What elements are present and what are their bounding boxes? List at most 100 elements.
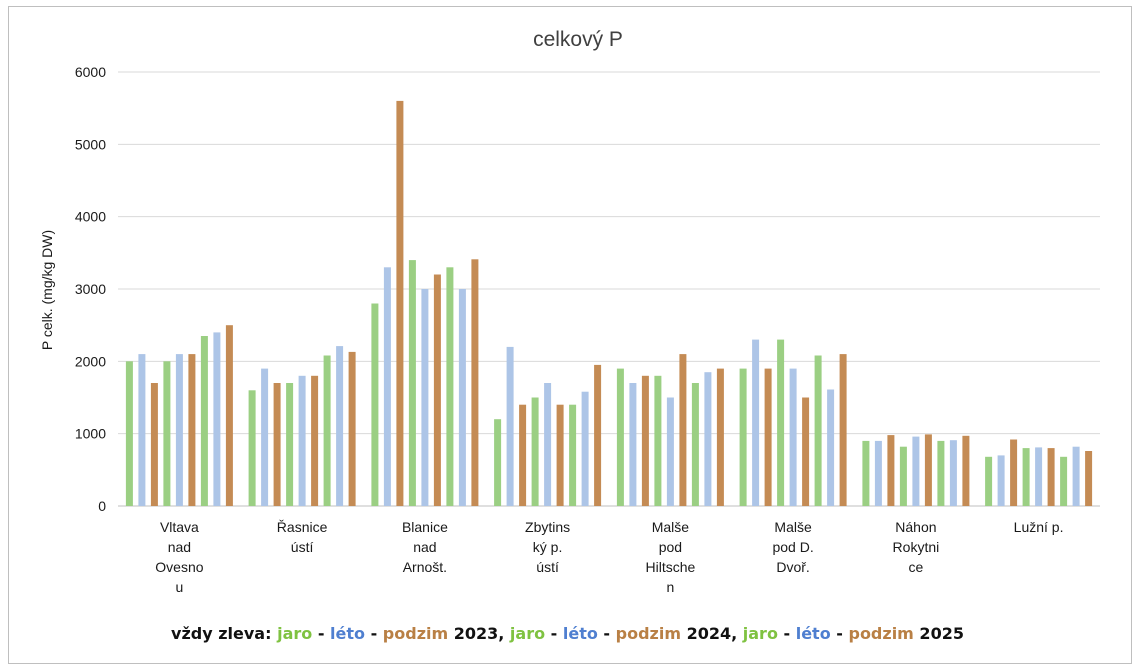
bar: [225, 325, 233, 506]
bar: [163, 361, 171, 506]
category-label: ce: [909, 559, 924, 575]
y-tick-label: 4000: [75, 209, 106, 225]
bar: [471, 259, 479, 506]
bar: [949, 440, 957, 506]
bar: [371, 303, 379, 506]
bar: [544, 383, 552, 506]
bar: [458, 289, 466, 506]
category-label: Lužní p.: [1014, 519, 1064, 535]
category-label: Hiltsche: [646, 559, 696, 575]
bar: [125, 361, 133, 506]
bar: [421, 289, 429, 506]
bar: [311, 375, 319, 506]
category-label: ústí: [536, 559, 559, 575]
bar: [581, 391, 589, 506]
footnote-segment: léto: [562, 624, 598, 643]
bar: [150, 383, 158, 506]
category-label: Řasnice: [277, 519, 328, 535]
bar: [1085, 451, 1093, 506]
bar: [138, 354, 146, 506]
bar: [691, 383, 699, 506]
category-label: Malše: [774, 519, 812, 535]
bar: [789, 368, 797, 506]
y-tick-label: 6000: [75, 64, 106, 80]
footnote-segment: -: [777, 624, 796, 643]
gridlines: [118, 71, 1100, 507]
footnote-segment: léto: [330, 624, 366, 643]
bar: [1047, 448, 1055, 506]
bar: [494, 419, 502, 506]
footnote-segment: -: [545, 624, 563, 643]
footnote-segment: 2025: [913, 624, 964, 643]
bar: [383, 267, 391, 506]
bar: [569, 404, 577, 506]
chart-title: celkový P: [533, 28, 623, 51]
bar: [531, 397, 539, 506]
bar: [506, 346, 514, 506]
bar: [997, 455, 1005, 506]
bar: [641, 375, 649, 506]
category-label: Arnošt.: [403, 559, 447, 575]
bar: [985, 456, 993, 506]
bar: [348, 351, 356, 506]
footnote-segment: -: [312, 624, 331, 643]
bar: [1072, 446, 1080, 506]
bar: [912, 436, 920, 506]
footnote-segment: podzim: [848, 624, 914, 643]
bar: [323, 355, 331, 506]
category-label: Vltava: [160, 519, 199, 535]
bar: [887, 435, 895, 506]
bar: [396, 100, 404, 507]
bar: [704, 372, 712, 506]
bar: [899, 446, 907, 506]
bar: [924, 434, 932, 506]
bar: [827, 389, 835, 506]
bar: [629, 383, 637, 506]
bar: [556, 404, 564, 506]
bar: [213, 332, 221, 506]
category-label: Dvoř.: [776, 559, 809, 575]
bar: [802, 397, 810, 506]
bar: [874, 440, 882, 506]
bar: [616, 368, 624, 506]
footnote-segment: podzim: [382, 624, 449, 643]
footnote-segment: 2024,: [681, 624, 743, 643]
bar: [519, 404, 527, 506]
bar: [446, 267, 454, 506]
y-axis-ticks: 0 1000 2000 3000 4000 5000 6000: [75, 64, 106, 514]
footnote-segment: jaro: [509, 624, 546, 643]
bar: [594, 364, 602, 506]
category-label: Rokytni: [893, 539, 940, 555]
category-label: Zbytins: [525, 519, 570, 535]
y-axis-label: P celk. (mg/kg DW): [39, 230, 55, 350]
bar: [962, 435, 970, 506]
bar: [1060, 456, 1068, 506]
bar: [654, 375, 662, 506]
bar: [1010, 439, 1018, 506]
footnote-segment: jaro: [277, 624, 313, 643]
bar: [1022, 448, 1030, 506]
bar: [739, 368, 747, 506]
bar: [716, 368, 724, 506]
bar: [666, 397, 674, 506]
footnote-segment: -: [830, 624, 849, 643]
footnote-segment: vždy zleva:: [171, 624, 278, 643]
y-tick-label: 5000: [75, 136, 106, 152]
y-tick-label: 3000: [75, 281, 106, 297]
category-label: n: [667, 579, 675, 595]
footnote-segment: -: [365, 624, 383, 643]
bar: [1035, 447, 1043, 506]
category-label: nad: [168, 539, 191, 555]
bar: [175, 354, 183, 506]
bar: [679, 354, 687, 506]
category-label: ký p.: [533, 539, 563, 555]
y-tick-label: 2000: [75, 353, 106, 369]
bar: [764, 368, 772, 506]
bar: [433, 274, 441, 506]
category-label: Náhon: [895, 519, 936, 535]
category-label: pod: [659, 539, 682, 555]
bar: [752, 339, 760, 506]
footnote-segment: léto: [795, 624, 831, 643]
bar-series: [125, 100, 1093, 507]
